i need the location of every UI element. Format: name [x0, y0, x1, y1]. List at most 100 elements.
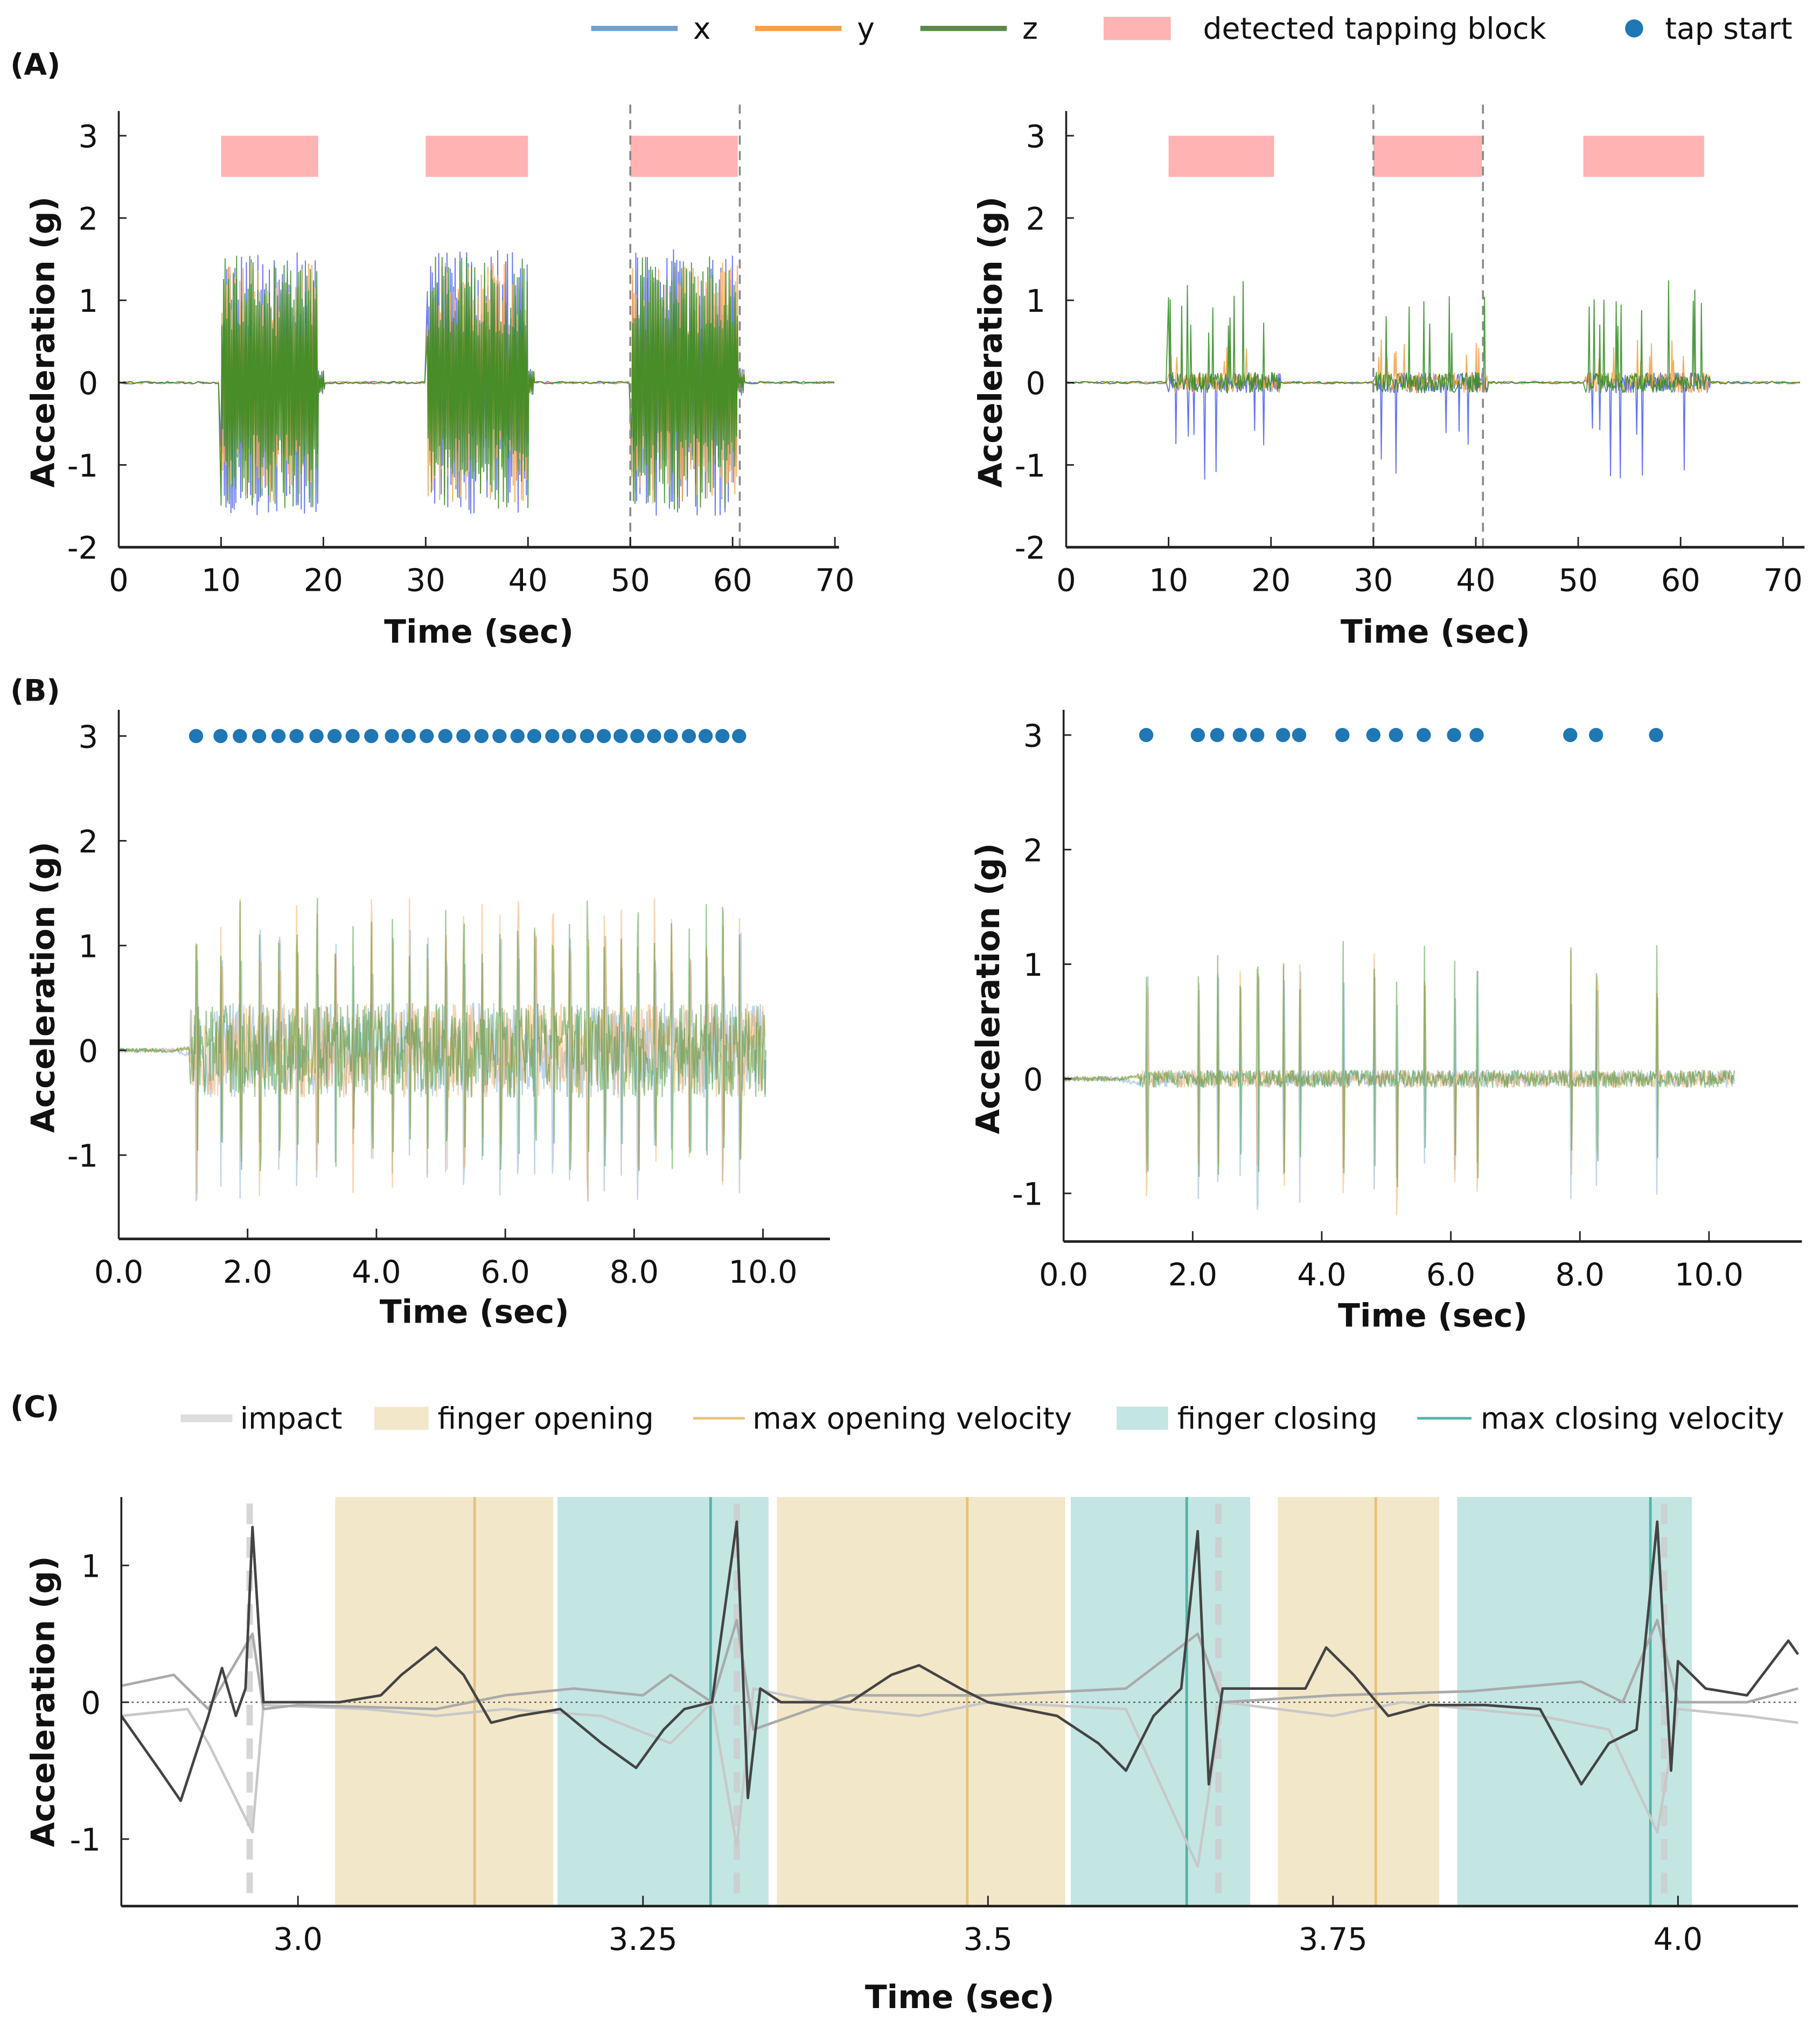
legend-tap-label: tap start [1665, 11, 1792, 46]
x-tick-label: 40 [1456, 563, 1495, 599]
x-tick-label: 4.0 [352, 1254, 401, 1290]
y-tick-label: -1 [1015, 448, 1045, 484]
y-tick-label: 1 [79, 928, 99, 964]
x-tick-label: 0.0 [94, 1254, 143, 1290]
x-tick-label: 70 [815, 563, 855, 599]
background-layer [221, 136, 738, 177]
x-tick-label: 6.0 [480, 1254, 529, 1290]
x-tick-label: 3.5 [964, 1921, 1013, 1957]
y-tick-label: -1 [67, 1138, 98, 1174]
tap-start-dot [492, 729, 507, 743]
series-z [118, 255, 835, 510]
x-tick-label: 0.0 [1039, 1257, 1088, 1293]
tapping-block [630, 136, 738, 177]
legend-opening-label: finger opening [437, 1401, 653, 1436]
tap-start-dot [1469, 728, 1484, 743]
tap-start-dot [562, 729, 576, 743]
x-tick-label: 30 [1354, 563, 1393, 599]
tap-start-dot [732, 729, 747, 743]
x-tick-label: 20 [1251, 563, 1291, 599]
tap-start-dot [596, 729, 611, 743]
tap-start-dot [289, 729, 304, 743]
trace-light-1 [121, 1619, 1798, 1731]
tapping-block [1373, 136, 1482, 177]
x-tick-label: 10 [201, 563, 241, 599]
x-tick-label: 8.0 [1556, 1257, 1605, 1293]
y-tick-label: 1 [1026, 283, 1046, 319]
y-tick-label: 1 [81, 1549, 101, 1585]
panel-label-c: (C) [10, 1389, 59, 1424]
tapping-block [1168, 136, 1274, 177]
x-tick-label: 3.25 [609, 1921, 678, 1957]
tap-start-dot [438, 729, 453, 743]
tap-start-dot [1649, 728, 1663, 743]
x-tick-label: 10.0 [729, 1254, 798, 1290]
tap-start-dot [1447, 728, 1461, 743]
tap-start-dot [510, 729, 525, 743]
y-axis-label: Acceleration (g) [25, 842, 62, 1133]
x-tick-label: 3.75 [1299, 1921, 1368, 1957]
x-tick-label: 3.0 [273, 1921, 322, 1957]
tapping-block [221, 136, 318, 177]
background-layer [121, 1496, 1798, 1906]
legend-c: impact finger opening max opening veloci… [180, 1401, 1784, 1436]
y-axis-label: Acceleration (g) [970, 843, 1007, 1134]
tap-start-dot [647, 729, 661, 743]
y-tick-label: 3 [1026, 119, 1046, 155]
series-z [1063, 941, 1735, 1187]
tap-start-dot [1292, 728, 1307, 743]
series-x [1063, 970, 1735, 1210]
y-tick-label: 3 [79, 119, 99, 155]
tap-start-dot [527, 729, 542, 743]
x-tick-label: 6.0 [1426, 1257, 1475, 1293]
legend-max-close-label: max closing velocity [1481, 1401, 1784, 1436]
background-layer [1168, 136, 1704, 177]
x-axis-label: Time (sec) [1338, 1297, 1528, 1335]
tapping-block [1583, 136, 1704, 177]
tap-start-dot [1232, 728, 1247, 743]
x-tick-label: 70 [1763, 563, 1803, 599]
finger-opening-span [1278, 1496, 1440, 1906]
y-tick-label: 1 [79, 283, 99, 319]
tap-start-dot [1366, 728, 1381, 743]
series-x [118, 929, 767, 1202]
legend-z-label: z [1022, 11, 1038, 46]
y-tick-label: -1 [70, 1822, 101, 1858]
finger-opening-span [335, 1496, 554, 1906]
tap-start-dot [630, 729, 645, 743]
y-tick-label: 2 [79, 201, 99, 237]
x-tick-label: 2.0 [1168, 1257, 1217, 1293]
trace-light-2 [121, 1687, 1798, 1868]
x-tick-label: 10.0 [1675, 1257, 1744, 1293]
tap-start-dot [474, 729, 489, 743]
x-axis-label: Time (sec) [384, 613, 574, 651]
tap-start-dot [545, 729, 560, 743]
tap-start-dot [456, 729, 471, 743]
y-axis-label: Acceleration (g) [25, 197, 62, 488]
tap-start-dot [213, 729, 228, 743]
tap-start-dot [1210, 728, 1225, 743]
x-tick-label: 30 [406, 563, 445, 599]
tapping-block [426, 136, 528, 177]
y-tick-label: 3 [79, 719, 99, 755]
trace-dark [120, 1520, 1800, 1802]
x-tick-label: 50 [1558, 563, 1598, 599]
tap-start-dot [364, 729, 379, 743]
y-tick-label: 0 [1026, 366, 1046, 402]
tap-start-dot [189, 729, 204, 743]
legend-x-label: x [693, 11, 711, 46]
y-tick-label: -1 [1012, 1177, 1043, 1213]
tap-start-dot [271, 729, 286, 743]
legend-max-open-label: max opening velocity [752, 1401, 1072, 1436]
tap-start-dot [698, 729, 713, 743]
x-axis-label: Time (sec) [1341, 613, 1530, 651]
x-tick-label: 10 [1149, 563, 1188, 599]
y-tick-label: -2 [1015, 530, 1045, 567]
data-layer [120, 1520, 1800, 1868]
x-tick-label: 8.0 [610, 1254, 659, 1290]
series-y [118, 898, 766, 1201]
tap-start-dot [1417, 728, 1431, 743]
tap-start-dot [309, 729, 324, 743]
